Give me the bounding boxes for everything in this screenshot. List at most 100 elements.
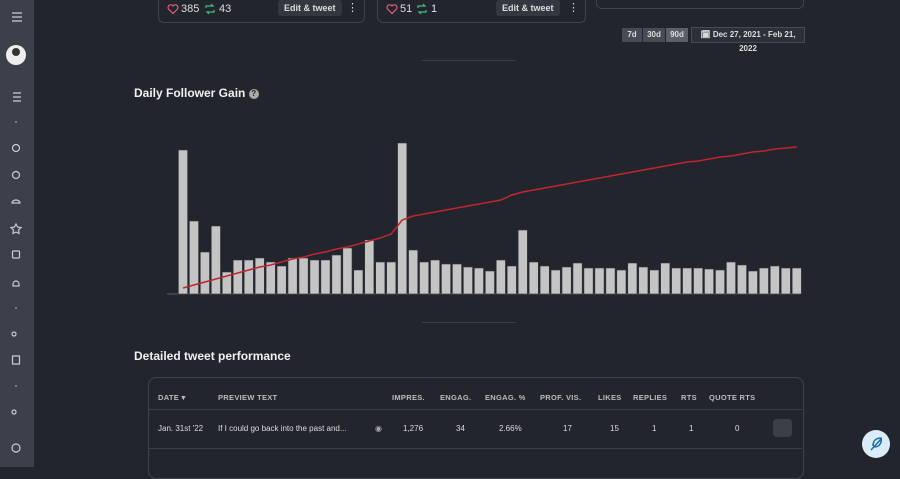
settings-icon[interactable] — [11, 443, 21, 453]
more-menu[interactable]: ⋮ — [568, 2, 579, 14]
column-header: LIKES — [598, 393, 622, 402]
date-range[interactable]: 🗓 Dec 27, 2021 - Feb 21, 2022 — [691, 27, 805, 53]
bus-icon[interactable] — [11, 250, 21, 259]
chart — [167, 142, 802, 295]
bar — [419, 261, 430, 295]
edit-button[interactable]: Edit & tweet — [496, 0, 560, 16]
retweet-icon — [205, 3, 215, 15]
bar — [748, 270, 758, 295]
table-cell: 1 — [652, 424, 657, 433]
edit-button[interactable]: Edit & tweet — [278, 0, 342, 16]
bar — [309, 259, 320, 295]
retweets: 43 — [219, 3, 232, 15]
bar — [791, 267, 802, 295]
divider — [422, 322, 516, 323]
bar — [408, 249, 419, 295]
feather-icon — [870, 437, 883, 451]
range-button[interactable]: 7d — [622, 28, 642, 42]
bar — [682, 267, 693, 295]
column-header: ENGAG. % — [485, 393, 526, 402]
bar — [221, 271, 232, 295]
bar — [254, 257, 265, 295]
bar — [430, 259, 440, 295]
bar — [561, 266, 572, 295]
cloud-icon[interactable] — [11, 199, 21, 204]
table-cell: Jan. 31st '22 — [158, 424, 204, 433]
date-range-text: Dec 27, 2021 - Feb 21, 2022 — [712, 30, 796, 53]
bar — [375, 261, 386, 295]
column-header: RTS — [681, 393, 697, 402]
bar — [189, 220, 199, 295]
bar — [232, 259, 243, 295]
likes: 51 — [400, 3, 413, 15]
heart-icon — [386, 4, 398, 15]
tweet-card — [596, 0, 804, 9]
bar — [287, 257, 298, 295]
bar — [342, 247, 353, 295]
table-cell: 17 — [563, 424, 572, 433]
bar — [298, 257, 309, 295]
bar — [178, 149, 188, 295]
bar — [627, 262, 638, 295]
bar — [737, 264, 747, 295]
bar — [463, 266, 473, 295]
table-cell: 15 — [610, 424, 619, 433]
line — [182, 146, 797, 289]
bar — [243, 259, 254, 295]
retweets: 1 — [431, 3, 438, 15]
bar — [726, 261, 736, 295]
tweet-card: 385 43 Edit & tweet ⋮ — [158, 0, 365, 23]
doc-icon[interactable] — [11, 355, 21, 365]
row-divider — [149, 448, 802, 449]
heart-icon — [167, 4, 179, 15]
idea-icon[interactable] — [11, 143, 21, 153]
bar — [386, 261, 397, 295]
compose-button[interactable] — [862, 430, 890, 458]
bar — [693, 267, 704, 295]
column-header: PROF. VIS. — [540, 393, 582, 402]
bar — [265, 261, 276, 295]
column-header[interactable]: DATE ▾ — [158, 393, 186, 402]
people-icon[interactable] — [11, 331, 17, 337]
bar — [539, 265, 550, 295]
column-header: QUOTE RTS — [709, 393, 756, 402]
bar — [506, 265, 517, 295]
bar — [715, 269, 725, 295]
bar — [320, 259, 331, 295]
view-icon[interactable]: ◉ — [375, 424, 382, 433]
more-menu[interactable]: ⋮ — [347, 2, 358, 14]
bar — [638, 266, 649, 295]
star-icon[interactable] — [9, 222, 23, 235]
bar — [605, 267, 616, 295]
range-button[interactable]: 30d — [643, 28, 665, 42]
table-cell: 1 — [689, 424, 694, 433]
chart-title: Daily Follower Gain ? — [134, 86, 259, 100]
tweet-card: 51 1 Edit & tweet ⋮ — [377, 0, 586, 23]
search-icon[interactable] — [11, 170, 21, 180]
bar — [495, 259, 506, 295]
bar — [484, 270, 495, 295]
bar — [769, 265, 780, 295]
column-header: ENGAG. — [440, 393, 472, 402]
bar — [758, 267, 769, 295]
sidebar — [0, 0, 34, 467]
avatar-face — [12, 48, 20, 56]
bar — [649, 269, 660, 295]
range-button[interactable]: 90d — [666, 28, 688, 42]
help-icon[interactable]: ? — [248, 88, 259, 99]
bar — [660, 262, 671, 295]
bar — [452, 263, 462, 295]
bar — [550, 269, 561, 295]
bar — [353, 269, 364, 295]
menu-icon[interactable] — [12, 12, 22, 22]
row-action[interactable] — [773, 419, 792, 437]
bell-icon[interactable] — [12, 280, 20, 287]
team-icon[interactable] — [11, 409, 17, 415]
bar — [704, 268, 714, 295]
column-header: PREVIEW TEXT — [218, 393, 278, 402]
bar — [583, 267, 594, 295]
likes: 385 — [181, 3, 200, 15]
table-cell: 0 — [735, 424, 740, 433]
list-icon[interactable] — [13, 92, 21, 102]
